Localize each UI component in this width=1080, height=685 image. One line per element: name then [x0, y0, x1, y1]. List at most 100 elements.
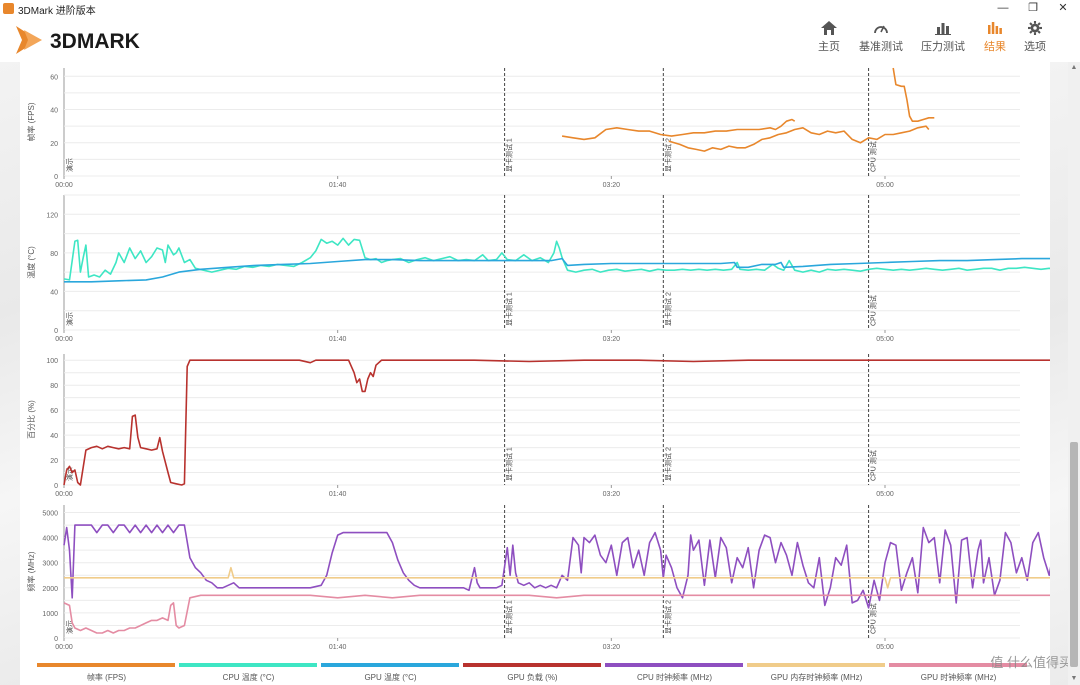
x-tick-label: 05:00 — [876, 644, 894, 651]
legend-label: 帧率 (FPS) — [86, 673, 127, 682]
y-tick-label: 0 — [54, 636, 58, 643]
right-background — [1050, 62, 1068, 685]
y-tick-label: 3000 — [42, 561, 58, 568]
gear-icon — [1028, 21, 1042, 35]
x-tick-label: 01:40 — [329, 336, 347, 343]
test-marker-label: 演示 — [65, 620, 74, 634]
scroll-down-arrow-icon[interactable]: ▼ — [1070, 675, 1078, 682]
nav-results[interactable]: 结果 — [966, 21, 1024, 61]
series-line-gpu-mhz- — [63, 594, 1080, 634]
app-icon — [3, 3, 14, 14]
y-tick-label: 1000 — [42, 611, 58, 618]
bar-chart-icon — [935, 23, 951, 35]
legend-swatch — [747, 663, 885, 667]
x-tick-label: 05:00 — [876, 491, 894, 498]
test-marker-label: 显卡测试 1 — [505, 292, 514, 326]
y-tick-label: 2000 — [42, 586, 58, 593]
test-marker-label: CPU 测试 — [869, 295, 878, 326]
nav-results-label: 结果 — [984, 41, 1006, 53]
legend-label: GPU 温度 (°C) — [364, 673, 417, 682]
left-background — [0, 62, 20, 685]
series-line-gpu-mhz- — [64, 566, 1080, 589]
legend-item: GPU 内存时钟频率 (MHz) — [747, 663, 886, 685]
test-marker-label: CPU 测试 — [869, 141, 878, 172]
nav-benchmarks-label: 基准测试 — [859, 41, 903, 53]
legend-item: GPU 负载 (%) — [463, 663, 602, 685]
y-tick-label: 120 — [46, 212, 58, 219]
minimize-button[interactable]: — — [997, 2, 1009, 14]
3dmark-logo: 3DMARK — [16, 26, 140, 54]
legend-swatch — [889, 663, 1027, 667]
x-tick-label: 01:40 — [329, 644, 347, 651]
legend-item: GPU 温度 (°C) — [321, 663, 460, 685]
window-titlebar: 3DMark 进阶版本 — ❐ ✕ — [0, 0, 1080, 18]
legend-swatch — [179, 663, 317, 667]
x-tick-label: 05:00 — [876, 182, 894, 189]
vertical-scrollbar[interactable]: ▲ ▼ — [1068, 62, 1080, 685]
results-content: 0 20 40 60 帧率 (FPS) 00:00 01:40 03:20 05:00 演示 显卡测… — [20, 62, 1080, 685]
y-tick-label: 20 — [50, 141, 58, 148]
nav-options[interactable]: 选项 — [1006, 21, 1064, 61]
series-line-gpu- — [63, 359, 1080, 486]
legend-item: CPU 温度 (°C) — [179, 663, 318, 685]
y-tick-label: 60 — [50, 74, 58, 81]
series-line-gpu-c- — [64, 257, 1080, 283]
nav-benchmarks[interactable]: 基准测试 — [852, 21, 910, 61]
logo-text: 3DMARK — [50, 30, 140, 53]
test-marker-label: 显卡测试 2 — [663, 138, 672, 172]
legend-item: GPU 时钟频率 (MHz) — [889, 663, 1028, 685]
x-tick-label: 03:20 — [603, 336, 621, 343]
nav-home-label: 主页 — [818, 41, 840, 53]
y-tick-label: 40 — [50, 433, 58, 440]
y-tick-label: 0 — [54, 483, 58, 490]
legend-label: CPU 时钟频率 (MHz) — [636, 673, 713, 682]
y-tick-label: 80 — [50, 251, 58, 258]
y-tick-label: 40 — [50, 108, 58, 115]
y-tick-label: 80 — [50, 383, 58, 390]
test-marker-label: 显卡测试 2 — [663, 600, 672, 634]
watermark: 值 什么值得买 — [990, 655, 1072, 670]
test-marker-label: 显卡测试 2 — [663, 447, 672, 481]
scroll-up-arrow-icon[interactable]: ▲ — [1070, 64, 1078, 71]
home-icon — [821, 21, 837, 35]
gauge-icon — [874, 25, 888, 34]
y-tick-label: 0 — [54, 328, 58, 335]
nav-stress-tests-label: 压力测试 — [921, 41, 965, 53]
legend-item: CPU 时钟频率 (MHz) — [605, 663, 744, 685]
test-marker-label: 演示 — [65, 467, 74, 481]
nav-home[interactable]: 主页 — [800, 21, 858, 61]
legend-item: 帧率 (FPS) — [37, 663, 176, 685]
x-tick-label: 00:00 — [55, 336, 73, 343]
y-tick-label: 4000 — [42, 536, 58, 543]
x-tick-label: 03:20 — [603, 491, 621, 498]
window-title: 3DMark 进阶版本 — [18, 6, 96, 17]
legend-label: GPU 时钟频率 (MHz) — [920, 673, 997, 682]
series-line--fps- — [892, 67, 935, 123]
x-tick-label: 03:20 — [603, 182, 621, 189]
results-icon — [988, 22, 1002, 34]
close-button[interactable]: ✕ — [1058, 2, 1068, 14]
legend-label: GPU 内存时钟频率 (MHz) — [770, 673, 863, 682]
nav-stress-tests[interactable]: 压力测试 — [914, 21, 972, 61]
y-axis-label: 百分比 (%) — [26, 400, 36, 439]
legend-swatch — [37, 663, 175, 667]
y-tick-label: 60 — [50, 408, 58, 415]
restore-button[interactable]: ❐ — [1028, 2, 1038, 14]
y-tick-label: 5000 — [42, 511, 58, 518]
test-marker-label: CPU 测试 — [869, 450, 878, 481]
x-tick-label: 00:00 — [55, 644, 73, 651]
y-tick-label: 100 — [46, 358, 58, 365]
series-line-cpu-c- — [63, 237, 1080, 281]
legend-label: GPU 负载 (%) — [507, 673, 558, 682]
x-tick-label: 01:40 — [329, 491, 347, 498]
x-tick-label: 00:00 — [55, 491, 73, 498]
test-marker-label: CPU 测试 — [869, 603, 878, 634]
test-marker-label: 显卡测试 1 — [505, 600, 514, 634]
series-line--fps- — [561, 118, 796, 141]
test-marker-label: 显卡测试 2 — [663, 292, 672, 326]
test-marker-label: 显卡测试 1 — [505, 447, 514, 481]
scroll-thumb[interactable] — [1070, 442, 1078, 667]
y-axis-label: 频率 (MHz) — [26, 551, 36, 591]
legend-swatch — [463, 663, 601, 667]
